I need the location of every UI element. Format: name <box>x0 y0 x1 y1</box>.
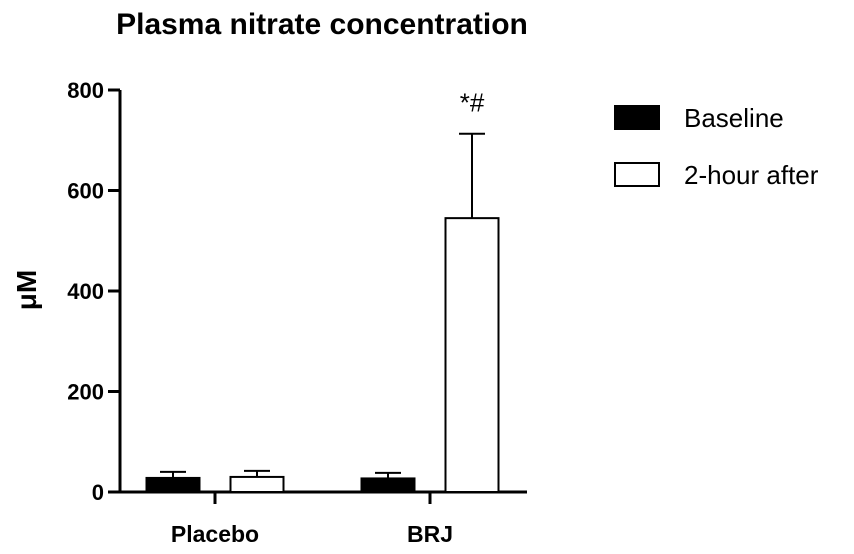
legend: Baseline 2-hour after <box>614 103 819 190</box>
y-tick-label: 0 <box>92 480 104 505</box>
bar-2-hour-after-placebo <box>229 475 285 493</box>
y-axis-label: μM <box>11 270 42 310</box>
x-tick-label: BRJ <box>407 521 453 547</box>
legend-label: 2-hour after <box>684 160 819 190</box>
y-tick-label: 600 <box>67 179 104 204</box>
chart-title: Plasma nitrate concentration <box>116 8 528 41</box>
legend-label: Baseline <box>684 103 784 133</box>
significance-annotation: *# <box>460 88 485 118</box>
legend-swatch <box>614 162 660 187</box>
bar-baseline-brj <box>360 477 416 493</box>
legend-swatch <box>614 105 660 130</box>
y-tick-label: 400 <box>67 279 104 304</box>
x-tick-label: Placebo <box>171 521 259 547</box>
bars: *# <box>145 88 500 493</box>
y-tick-label: 200 <box>67 380 104 405</box>
bar-2-hour-after-brj <box>444 217 500 493</box>
bar-baseline-placebo <box>145 476 201 493</box>
y-tick-label: 800 <box>67 78 104 103</box>
